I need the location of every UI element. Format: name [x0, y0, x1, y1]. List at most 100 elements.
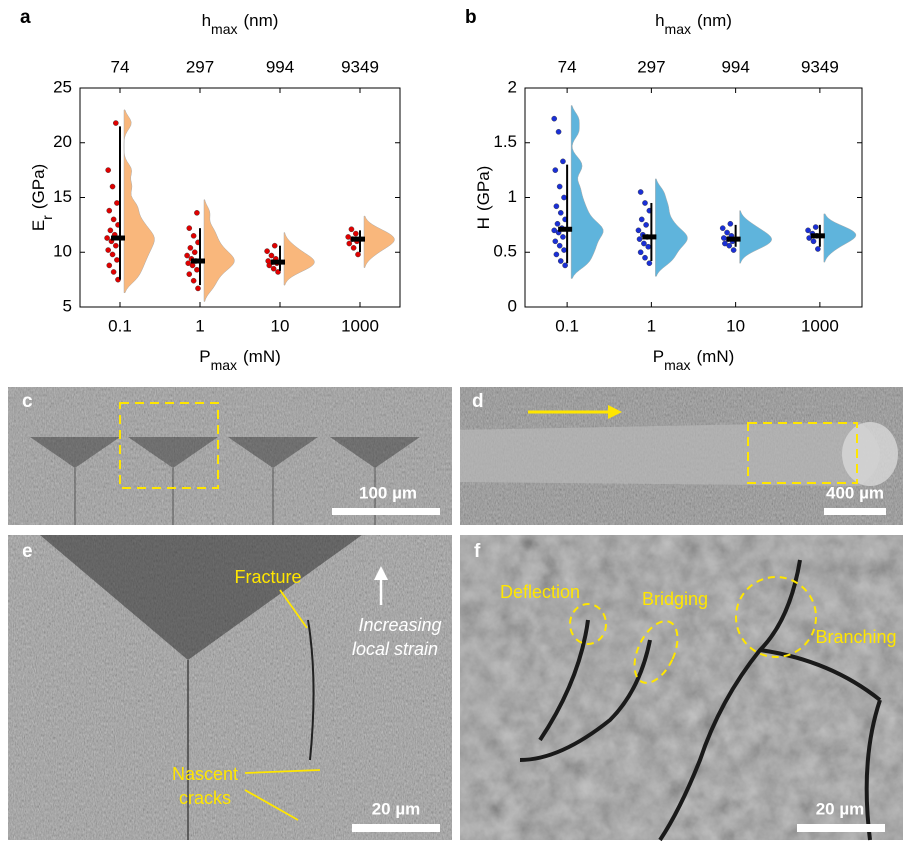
data-point	[113, 243, 118, 248]
violin	[204, 200, 234, 302]
x-axis-label-main: P	[653, 347, 664, 366]
top-axis-label-sub: max	[211, 21, 237, 37]
top-axis-label-unit: (nm)	[243, 11, 278, 30]
y-tick-label: 0	[508, 296, 517, 315]
data-point	[555, 221, 560, 226]
x-axis-label-sub: max	[664, 357, 690, 373]
data-point	[724, 230, 729, 235]
data-point	[191, 278, 196, 283]
data-point	[731, 247, 736, 252]
violin	[124, 110, 154, 293]
x-tick-label: 1000	[801, 316, 839, 335]
data-point	[184, 253, 189, 258]
data-point	[114, 200, 119, 205]
data-point	[638, 250, 643, 255]
annotation: Nascent	[172, 764, 238, 784]
data-point	[558, 210, 563, 215]
data-point	[636, 228, 641, 233]
top-tick-label: 994	[721, 57, 749, 76]
data-point	[561, 195, 566, 200]
data-point	[191, 233, 196, 238]
data-point	[644, 222, 649, 227]
annotation: cracks	[179, 788, 231, 808]
data-point	[266, 258, 271, 263]
y-tick-label: 1.5	[493, 132, 517, 151]
data-point	[642, 200, 647, 205]
data-point	[553, 168, 558, 173]
y-axis-label-sub: r	[39, 215, 55, 220]
x-axis-label-sub: max	[211, 357, 237, 373]
y-axis-label-main: E	[29, 220, 48, 231]
x-axis-label-unit: (mN)	[697, 347, 735, 366]
data-point	[194, 267, 199, 272]
data-point	[351, 245, 356, 250]
data-point	[720, 226, 725, 231]
data-point	[269, 253, 274, 258]
annotation: Bridging	[642, 589, 708, 609]
data-point	[728, 221, 733, 226]
annotation: Deflection	[500, 582, 580, 602]
median	[111, 236, 125, 241]
top-tick-label: 297	[186, 57, 214, 76]
data-point	[560, 234, 565, 239]
violin	[824, 214, 856, 262]
data-point	[639, 217, 644, 222]
data-point	[192, 250, 197, 255]
data-point	[553, 239, 558, 244]
data-point	[186, 261, 191, 266]
y-axis-label-main: H	[474, 217, 493, 229]
y-tick-label: 25	[53, 77, 72, 96]
data-point	[811, 239, 816, 244]
panel-label: e	[22, 541, 33, 562]
panel-label: f	[474, 541, 481, 562]
violin	[284, 233, 314, 286]
data-point	[107, 208, 112, 213]
data-point	[554, 252, 559, 257]
median	[558, 227, 572, 232]
data-point	[721, 235, 726, 240]
data-point	[642, 255, 647, 260]
panel-f: Deflection Bridging Branching f 20 µm	[460, 535, 903, 840]
data-point	[187, 226, 192, 231]
data-point	[349, 227, 354, 232]
data-point	[195, 286, 200, 291]
data-point	[563, 263, 568, 268]
top-tick-label: 297	[637, 57, 665, 76]
median	[642, 234, 656, 239]
data-point	[560, 159, 565, 164]
data-point	[638, 189, 643, 194]
data-point	[104, 235, 109, 240]
x-tick-label: 10	[726, 316, 745, 335]
data-point	[111, 217, 116, 222]
top-axis-label-sub: max	[665, 21, 691, 37]
data-point	[264, 249, 269, 254]
median	[271, 260, 285, 265]
panel-d: d 400 µm	[460, 387, 903, 525]
data-point	[561, 247, 566, 252]
x-axis-label: Pmax (mN)	[653, 347, 735, 372]
top-axis-label-main: h	[202, 11, 211, 30]
x-tick-label: 1	[195, 316, 204, 335]
data-point	[353, 231, 358, 236]
median	[191, 259, 205, 264]
data-point	[805, 228, 810, 233]
data-point	[188, 245, 193, 250]
panel-label: b	[465, 7, 477, 28]
scale-bar-label: 400 µm	[826, 483, 884, 502]
panel-e: Fracture Increasing local strain Nascent…	[8, 535, 452, 840]
y-axis-label: H(GPa)	[474, 166, 493, 230]
data-point	[355, 252, 360, 257]
annotation: Fracture	[234, 567, 301, 587]
x-axis-label-unit: (mN)	[243, 347, 281, 366]
violin	[364, 216, 394, 267]
top-axis-label-main: h	[655, 11, 664, 30]
data-point	[815, 246, 820, 251]
y-tick-label: 20	[53, 132, 72, 151]
scale-bar-label: 20 µm	[816, 799, 865, 818]
charts: a510152025Er(GPa)Pmax(mN)hmax(nm)0.17412…	[20, 7, 862, 373]
data-point	[111, 269, 116, 274]
top-axis-label: hmax (nm)	[202, 11, 279, 36]
y-tick-label: 0.5	[493, 242, 517, 261]
top-tick-label: 9349	[341, 57, 379, 76]
x-tick-label: 10	[271, 316, 290, 335]
